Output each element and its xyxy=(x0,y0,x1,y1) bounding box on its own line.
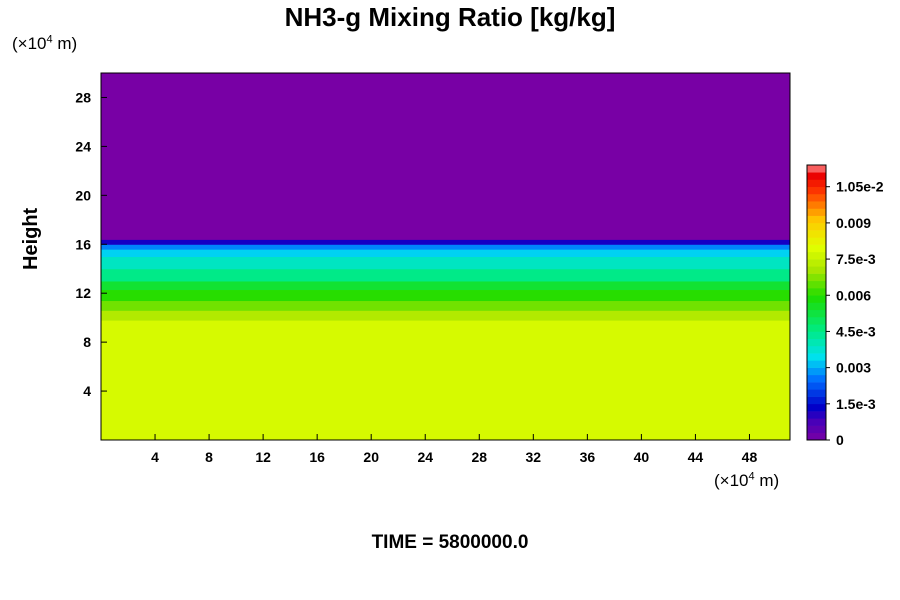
colorbar-segment xyxy=(807,411,826,419)
colorbar-segment xyxy=(807,338,826,347)
field-band xyxy=(101,256,790,270)
colorbar-segment xyxy=(807,418,826,426)
field-band xyxy=(101,249,790,257)
field-band xyxy=(101,310,790,321)
colorbar-tick-label: 0.006 xyxy=(836,287,871,303)
colorbar-segment xyxy=(807,288,826,296)
colorbar-segment xyxy=(807,201,826,209)
x-tick-label: 40 xyxy=(634,449,650,465)
y-axis-label: Height xyxy=(20,207,42,270)
colorbar-segment xyxy=(807,259,826,267)
field-band xyxy=(101,244,790,250)
colorbar-frame xyxy=(806,164,827,441)
colorbar-segment xyxy=(807,382,826,390)
x-tick-label: 16 xyxy=(309,449,325,465)
colorbar-segment xyxy=(807,360,826,368)
colorbar-segment xyxy=(807,230,826,238)
time-label: TIME = 5800000.0 xyxy=(371,532,529,553)
colorbar-segment xyxy=(807,324,826,332)
colorbar-segment xyxy=(807,273,826,282)
colorbar-segment xyxy=(807,403,826,412)
y-tick-label: 20 xyxy=(75,187,91,203)
colorbar-segment xyxy=(807,432,826,441)
colorbar-segment xyxy=(807,251,826,260)
colorbar-segment xyxy=(807,172,826,180)
colorbar-segment xyxy=(807,237,826,245)
field-band xyxy=(101,268,790,282)
y-tick-label: 12 xyxy=(75,285,91,301)
x-tick-label: 44 xyxy=(688,449,704,465)
colorbar-tick-label: 1.5e-3 xyxy=(836,396,876,412)
x-tick-label: 32 xyxy=(526,449,542,465)
x-tick-label: 12 xyxy=(255,449,271,465)
colorbar-segment xyxy=(807,179,826,188)
field-band xyxy=(101,239,790,245)
colorbar-segment xyxy=(807,244,826,253)
colorbar-tick-label: 0.003 xyxy=(836,360,871,376)
colorbar-segment xyxy=(807,316,826,325)
x-tick-label: 8 xyxy=(205,449,213,465)
colorbar-segment xyxy=(807,215,826,224)
x-tick-label: 20 xyxy=(363,449,379,465)
field-band xyxy=(101,289,790,302)
colorbar-tick-label: 0.009 xyxy=(836,215,871,231)
colorbar-segment xyxy=(807,331,826,339)
colorbar-segment xyxy=(807,345,826,354)
field-band xyxy=(101,329,790,441)
x-tick-label: 36 xyxy=(580,449,596,465)
field-band xyxy=(101,280,790,291)
colorbar-segment xyxy=(807,367,826,376)
plot-frame xyxy=(100,72,791,441)
y-tick-label: 8 xyxy=(83,334,91,350)
field-band xyxy=(101,73,790,240)
colorbar-tick-label: 1.05e-2 xyxy=(836,179,884,195)
x-tick-label: 28 xyxy=(471,449,487,465)
y-tick-label: 4 xyxy=(83,383,91,399)
colorbar-segment xyxy=(807,280,826,289)
colorbar-tick-label: 0 xyxy=(836,432,844,448)
y-tick-label: 16 xyxy=(75,236,91,252)
colorbar-segment xyxy=(807,425,826,434)
colorbar-segment xyxy=(807,396,826,405)
y-tick-label: 28 xyxy=(75,89,91,105)
y-axis-unit: (×104 m) xyxy=(12,33,78,53)
colorbar-segment xyxy=(807,295,826,303)
colorbar-segment xyxy=(807,302,826,311)
x-tick-label: 48 xyxy=(742,449,758,465)
field-band xyxy=(101,320,790,331)
colorbar-segment xyxy=(807,208,826,216)
colorbar-tick-label: 4.5e-3 xyxy=(836,323,876,339)
x-tick-label: 24 xyxy=(417,449,433,465)
x-tick-label: 4 xyxy=(151,449,159,465)
chart-title: NH3-g Mixing Ratio [kg/kg] xyxy=(284,2,616,32)
colorbar-segment xyxy=(807,222,826,231)
colorbar-segment xyxy=(807,186,826,195)
colorbar-segment xyxy=(807,266,826,274)
field-band xyxy=(101,300,790,311)
colorbar-segment xyxy=(807,193,826,202)
x-axis-unit: (×104 m) xyxy=(714,470,780,490)
colorbar-tick-label: 7.5e-3 xyxy=(836,251,876,267)
colorbar-segment xyxy=(807,374,826,383)
colorbar-segment xyxy=(807,353,826,361)
colorbar-segment xyxy=(807,309,826,318)
colorbar-segment xyxy=(807,165,826,173)
colorbar-segment xyxy=(807,389,826,397)
y-tick-label: 24 xyxy=(75,138,91,154)
